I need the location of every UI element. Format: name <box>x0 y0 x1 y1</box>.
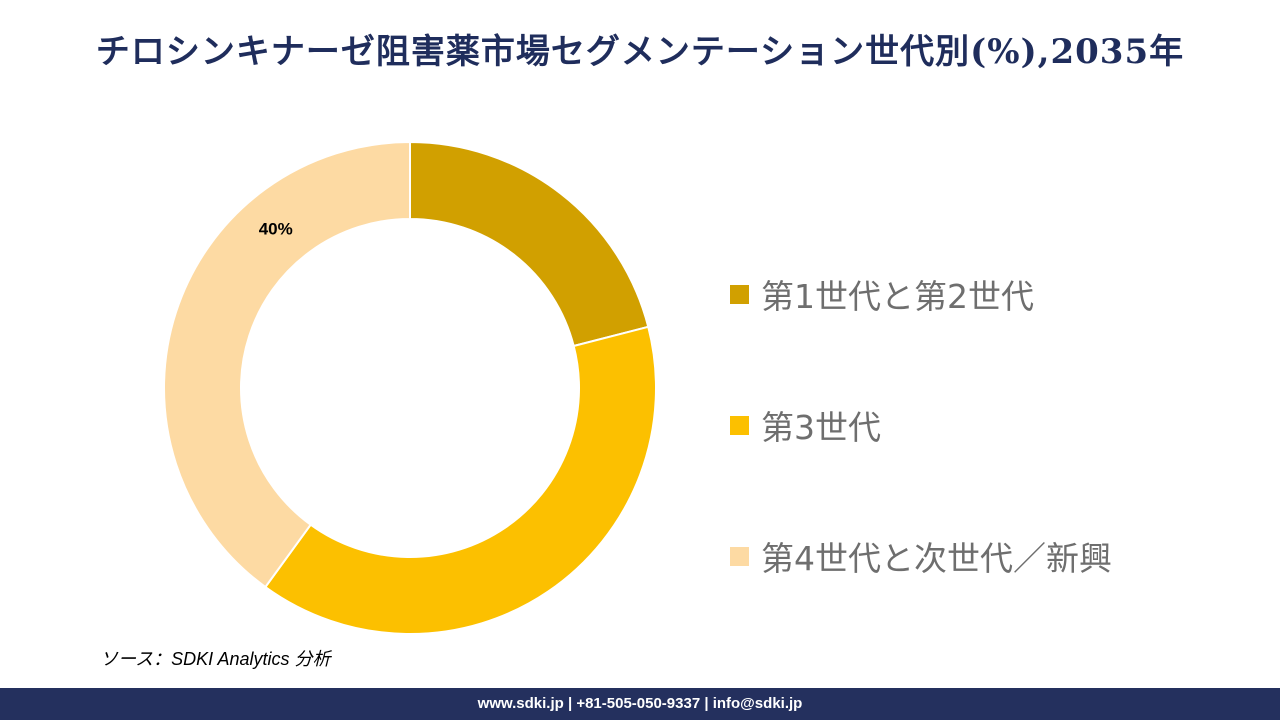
data-label-gen4-next: 40% <box>259 219 293 238</box>
legend-item-gen4-next: 第4世代と次世代／新興 <box>730 524 1112 588</box>
legend-label-gen4-next: 第4世代と次世代／新興 <box>761 539 1112 578</box>
legend-label-gen3: 第3世代 <box>761 408 881 447</box>
legend-swatch-gen3 <box>730 415 749 435</box>
legend-item-gen1-2: 第1世代と第2世代 <box>730 262 1112 326</box>
donut-chart: 40% <box>163 140 657 635</box>
footer-contact-bar: www.sdki.jp | +81-505-050-9337 | info@sd… <box>0 688 1280 720</box>
legend-swatch-gen4-next <box>730 546 749 566</box>
legend-label-gen1-2: 第1世代と第2世代 <box>761 277 1034 316</box>
chart-legend: 第1世代と第2世代 第3世代 第4世代と次世代／新興 <box>730 262 1112 655</box>
legend-swatch-gen1-2 <box>730 284 749 304</box>
legend-item-gen3: 第3世代 <box>730 393 1112 457</box>
chart-title: チロシンキナーゼ阻害薬市場セグメンテーション世代別(%),2035年 <box>95 32 1185 72</box>
donut-slice-gen3 <box>264 325 657 635</box>
source-note: ソース：SDKI Analytics 分析 <box>100 649 331 669</box>
donut-slice-gen4-next <box>163 140 411 589</box>
donut-slice-gen1-2 <box>409 140 650 348</box>
